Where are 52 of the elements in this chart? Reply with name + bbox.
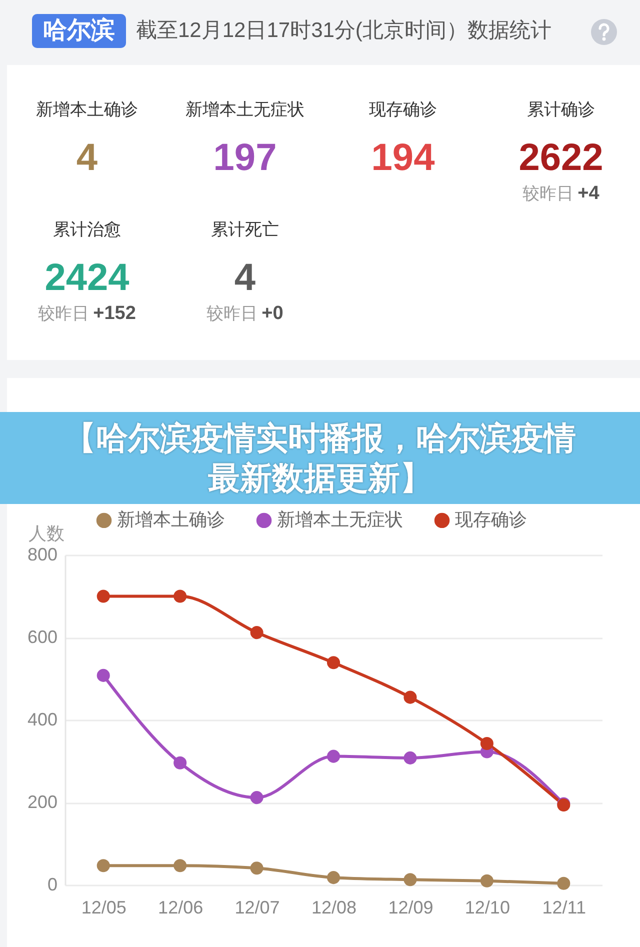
y-tick-label: 600 [27, 627, 58, 647]
category-label: 累计确诊 [526, 99, 596, 121]
point [250, 626, 264, 640]
y-tick-label: 0 [47, 874, 58, 894]
x-tick-label: 12/08 [311, 898, 357, 918]
legend-label: 新增本土无症状 [277, 509, 403, 530]
point [250, 862, 264, 875]
category-label: 现存确诊 [368, 99, 438, 121]
chart-title: 【哈尔滨疫情实时播报，哈尔滨疫情最新数据更新】 [63, 419, 577, 498]
text: 较昨日 +4 [522, 183, 600, 204]
y-tick-label: 200 [27, 792, 58, 812]
category-label: 累计治愈 [52, 219, 122, 241]
x-tick-label: 12/07 [234, 898, 280, 918]
point [404, 751, 417, 764]
point [480, 874, 494, 888]
point [174, 590, 187, 603]
y-tick-label: 800 [27, 544, 58, 564]
data-label: 2622 [518, 136, 604, 181]
point [326, 656, 340, 670]
point [326, 750, 340, 763]
point [174, 756, 187, 770]
data-label: 4 [75, 136, 99, 181]
x-tick-label: 12/11 [542, 898, 586, 918]
y-tick-label: 400 [27, 710, 58, 730]
point [480, 737, 494, 750]
text: 截至12月12日17时31分(北京时间）数据统计 [136, 18, 552, 44]
x-tick-label: 12/06 [158, 898, 204, 918]
category-label: 新增本土确诊 [35, 99, 139, 121]
data-label: 4 [233, 256, 257, 301]
legend-label: 新增本土确诊 [117, 509, 225, 530]
x-tick-label: 12/09 [388, 898, 434, 918]
point [404, 873, 417, 886]
point [96, 668, 110, 682]
point [250, 791, 264, 804]
text: 较昨日 +152 [38, 303, 136, 324]
point [557, 876, 570, 890]
data-label: 194 [370, 136, 436, 181]
data-label: 197 [212, 136, 278, 181]
point [404, 690, 417, 704]
text: 哈尔滨 [32, 14, 126, 48]
point [96, 859, 110, 872]
x-tick-label: 12/05 [81, 898, 126, 918]
point [326, 871, 340, 884]
text: 较昨日 +0 [206, 303, 284, 324]
point [174, 859, 187, 872]
data-label: 2424 [44, 256, 130, 301]
point [96, 590, 110, 603]
category-label: 新增本土无症状 [184, 99, 306, 121]
y-axis-title: 人数 [28, 524, 64, 544]
category-label: 累计死亡 [210, 219, 280, 241]
x-tick-label: 12/10 [464, 898, 510, 918]
legend-label: 现存确诊 [455, 509, 527, 530]
